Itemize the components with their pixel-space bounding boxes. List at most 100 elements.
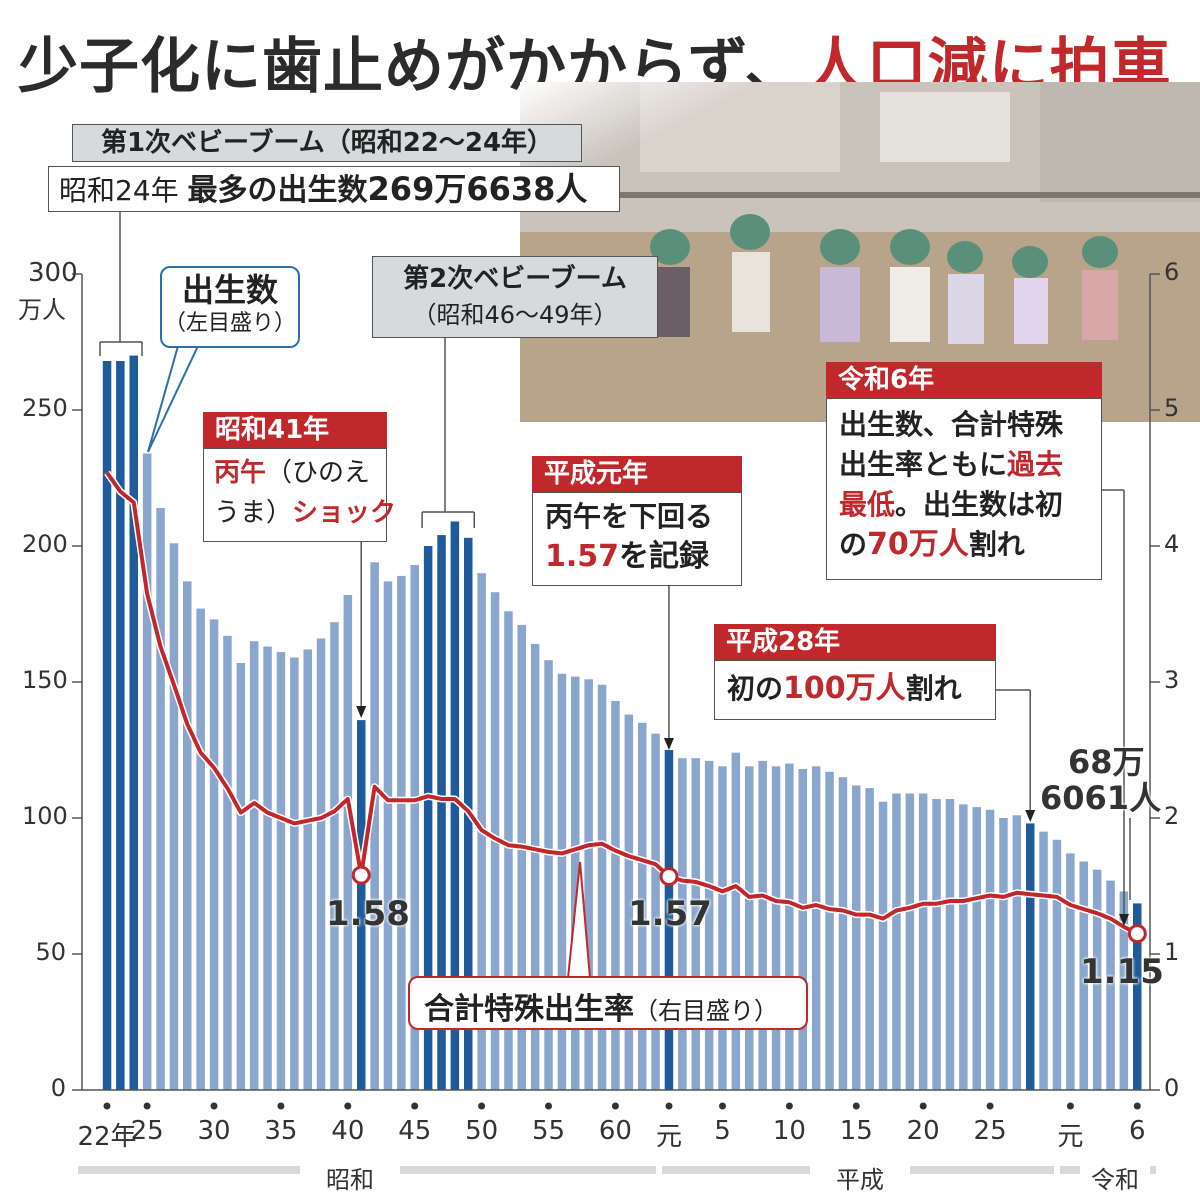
annot-tfr-1966: 1.58 [326,894,410,934]
bar-1948 [116,361,125,1090]
bar-1953 [183,581,192,1090]
h28-post: 割れ [905,672,962,705]
h28-box: 初の100万人割れ [714,660,996,720]
bar-1978 [517,624,526,1090]
bar-1991 [691,758,700,1090]
era-label-heisei: 平成 [810,1160,910,1195]
h28-header: 平成28年 [714,624,996,660]
bar-1961 [290,657,299,1090]
x-tick-dot [852,1102,860,1110]
left-axis-unit: 万人 [18,296,66,324]
legend-births: 出生数 （左目盛り） [160,266,300,348]
bar-1949 [129,355,138,1091]
x-tick-dot [545,1102,552,1110]
bar-1971 [423,546,433,1090]
boom1-header: 第1次ベビーブーム（昭和22～24年） [72,124,582,162]
bar-2018 [1052,839,1062,1090]
legend-tfr-pointer [567,861,591,979]
legend-births-pointer [147,345,199,453]
bar-2005 [878,801,888,1090]
page-title: 少子化に歯止めがかからず、人口減に拍車 [18,18,1172,105]
x-tick-dot [210,1102,218,1110]
left-tick-label: 0 [50,1074,66,1102]
bar-1952 [169,543,179,1090]
r6-l1: 出生数、合計特殊 [839,408,1064,441]
bar-1994 [731,752,741,1090]
annot-births-2024-l1: 68万 [1068,743,1145,781]
right-tick-label: 2 [1164,802,1180,830]
bar-1951 [156,507,165,1090]
r6-l4-red: 70万人 [867,527,969,562]
x-tick-label: 10 [772,1116,806,1146]
bar-1997 [771,766,781,1090]
bar-1956 [223,635,232,1090]
bar-2008 [918,793,928,1090]
bar-1983 [584,679,593,1090]
h1-header: 平成元年 [532,456,742,492]
bar-1988 [651,733,660,1090]
x-tick-dot [411,1102,419,1110]
x-tick-label: 15 [839,1116,873,1146]
right-tick-label: 1 [1164,938,1180,966]
bar-2000 [811,766,821,1090]
bar-1982 [571,676,580,1090]
x-tick-label: 25 [130,1116,164,1146]
h1-line2: を記録 [619,539,710,574]
boom1-body-bold: 最多の出生数 [187,173,368,208]
r6-header: 令和6年 [826,362,1102,398]
bar-2002 [838,777,848,1090]
s41-arrow [356,706,367,718]
bar-series-births [102,355,1142,1091]
x-tick-dot [1066,1102,1074,1110]
legend-tfr-title: 合計特殊出生率 [424,992,634,1027]
right-tick-label: 6 [1164,258,1180,286]
x-tick-label: 45 [398,1116,432,1146]
x-tick-label: 50 [465,1116,499,1146]
bar-1984 [597,684,607,1090]
boom2-sub: （昭和46～49年） [412,301,618,329]
h28-arrow [1025,810,1036,822]
boom2-title: 第2次ベビーブーム [403,264,627,294]
bar-1967 [370,562,379,1090]
x-tick-label: 元 [655,1122,682,1152]
boom1-body-pre: 昭和24年 [59,174,188,207]
bar-2013 [985,809,995,1090]
bar-2020 [1079,861,1088,1090]
r6-l4: の [839,528,868,561]
annot-tfr-2024: 1.15 [1080,952,1164,992]
bar-1998 [785,763,794,1090]
chart-axes [72,212,1160,1110]
bar-1981 [557,673,567,1090]
right-tick-label: 0 [1164,1074,1180,1102]
boom1-body-num: 269万6638人 [367,170,588,208]
bar-2019 [1066,853,1075,1090]
bar-1995 [745,766,754,1090]
r6-l4-post: 割れ [968,528,1025,561]
annot-births-2024-l2: 6061人 [1040,779,1162,817]
bar-1973 [450,521,460,1090]
r6-l3-red: 最低 [839,488,896,521]
bar-2006 [892,793,901,1090]
x-tick-label: 20 [906,1116,940,1146]
bar-2011 [959,804,968,1090]
legend-tfr: 合計特殊出生率（右目盛り） [408,976,808,1030]
r6-l2: 出生率ともに [839,448,1008,481]
bar-1955 [209,619,219,1090]
bar-1992 [704,760,714,1090]
right-tick-label: 3 [1164,666,1180,694]
h1-line1: 丙午を下回る [545,500,714,533]
tfr-marker-1966 [351,865,371,885]
s41-l1: （ひのえ [266,458,371,488]
bar-2001 [825,771,834,1090]
right-tick-label: 4 [1164,530,1180,558]
legend-births-title: 出生数 [181,271,278,309]
right-tick-label: 5 [1164,394,1180,422]
x-tick-dot [785,1102,793,1110]
s41-box: 丙午（ひのえ うま）ショック [203,448,396,542]
left-tick-label: 100 [22,802,68,830]
bar-2015 [1012,815,1022,1090]
tfr-line [105,471,1139,936]
bar-1986 [624,714,634,1090]
bar-1999 [798,769,807,1090]
